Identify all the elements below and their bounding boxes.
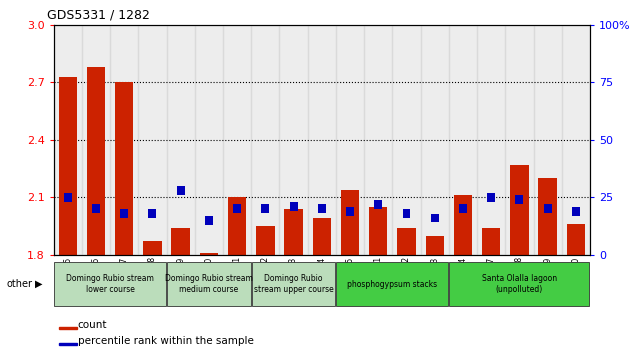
- Bar: [205, 216, 213, 225]
- Bar: [421, 25, 449, 255]
- Text: Domingo Rubio stream
medium course: Domingo Rubio stream medium course: [165, 274, 253, 294]
- Bar: [251, 25, 280, 255]
- Text: count: count: [78, 320, 107, 330]
- Bar: [308, 25, 336, 255]
- Bar: [431, 214, 439, 222]
- Bar: [364, 25, 392, 255]
- Bar: [110, 25, 138, 255]
- FancyBboxPatch shape: [167, 262, 251, 306]
- Text: GDS5331 / 1282: GDS5331 / 1282: [47, 8, 150, 21]
- Bar: [228, 197, 246, 255]
- Bar: [223, 25, 251, 255]
- Bar: [425, 236, 444, 255]
- Bar: [398, 228, 416, 255]
- FancyBboxPatch shape: [252, 262, 335, 306]
- Text: ▶: ▶: [35, 279, 42, 289]
- Bar: [285, 209, 303, 255]
- Bar: [59, 76, 77, 255]
- Bar: [256, 226, 274, 255]
- Bar: [261, 205, 269, 213]
- Bar: [290, 202, 298, 211]
- Bar: [449, 25, 477, 255]
- Bar: [392, 25, 421, 255]
- Bar: [567, 224, 585, 255]
- Text: other: other: [6, 279, 32, 289]
- Bar: [167, 25, 195, 255]
- Bar: [454, 195, 472, 255]
- Bar: [59, 327, 77, 329]
- Bar: [59, 343, 77, 345]
- Bar: [64, 193, 72, 202]
- Bar: [538, 178, 557, 255]
- Text: Domingo Rubio stream
lower course: Domingo Rubio stream lower course: [66, 274, 154, 294]
- Bar: [534, 25, 562, 255]
- FancyBboxPatch shape: [336, 262, 448, 306]
- Bar: [487, 193, 495, 202]
- Bar: [562, 25, 590, 255]
- Bar: [369, 207, 387, 255]
- Bar: [403, 209, 410, 218]
- Bar: [477, 25, 505, 255]
- Bar: [82, 25, 110, 255]
- Bar: [336, 25, 364, 255]
- Bar: [115, 82, 133, 255]
- Bar: [87, 67, 105, 255]
- Bar: [312, 218, 331, 255]
- Bar: [510, 165, 529, 255]
- FancyBboxPatch shape: [449, 262, 589, 306]
- Bar: [92, 205, 100, 213]
- Bar: [121, 209, 128, 218]
- Bar: [459, 205, 467, 213]
- Bar: [346, 207, 354, 216]
- Bar: [138, 25, 167, 255]
- Bar: [200, 253, 218, 255]
- Bar: [195, 25, 223, 255]
- Bar: [572, 207, 580, 216]
- Bar: [172, 228, 190, 255]
- Bar: [516, 195, 523, 204]
- Bar: [177, 186, 185, 195]
- Bar: [482, 228, 500, 255]
- Text: Domingo Rubio
stream upper course: Domingo Rubio stream upper course: [254, 274, 333, 294]
- Bar: [148, 209, 156, 218]
- Bar: [280, 25, 308, 255]
- Bar: [143, 241, 162, 255]
- Bar: [233, 205, 241, 213]
- Bar: [544, 205, 551, 213]
- FancyBboxPatch shape: [54, 262, 166, 306]
- Bar: [318, 205, 326, 213]
- Bar: [341, 190, 359, 255]
- Text: percentile rank within the sample: percentile rank within the sample: [78, 336, 254, 346]
- Bar: [374, 200, 382, 209]
- Bar: [54, 25, 82, 255]
- Bar: [505, 25, 534, 255]
- Text: phosphogypsum stacks: phosphogypsum stacks: [347, 280, 437, 289]
- Text: Santa Olalla lagoon
(unpolluted): Santa Olalla lagoon (unpolluted): [482, 274, 557, 294]
